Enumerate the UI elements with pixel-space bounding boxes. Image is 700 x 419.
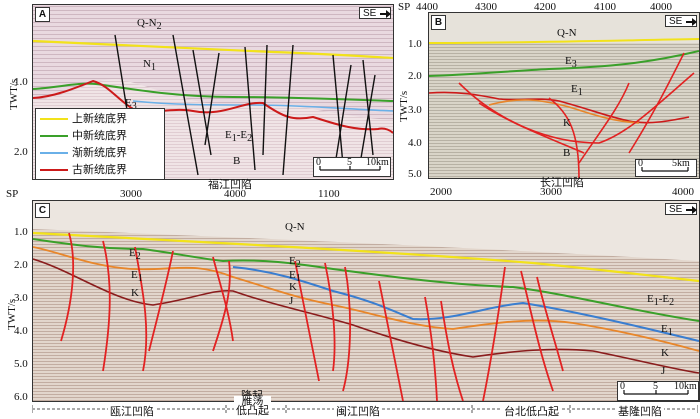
y-tick: 3.0 xyxy=(14,292,28,304)
unit-label: E1-E2 xyxy=(647,293,675,309)
panel-a-direction-text: SE xyxy=(363,8,377,19)
legend-item: 古新统底界 xyxy=(40,163,127,177)
unit-label: Q-N xyxy=(285,221,305,233)
panel-a-basin-name: 福江凹陷 xyxy=(208,179,252,191)
bottom-note: 隆起 xyxy=(241,387,263,401)
middle-boundary xyxy=(33,238,699,322)
legend-swatch xyxy=(40,118,68,121)
arrow-icon xyxy=(686,206,697,214)
sp-tick: 3000 xyxy=(540,186,562,198)
paleo-boundary xyxy=(33,258,699,374)
sp-tick: 4400 xyxy=(416,1,438,13)
unit-label: K xyxy=(289,281,297,293)
y-tick: 4.0 xyxy=(14,325,28,337)
sp-tick: 4000 xyxy=(224,188,246,200)
y-tick: 6.0 xyxy=(14,391,28,403)
sp-tick: 4000 xyxy=(672,186,694,198)
sp-tick: 4300 xyxy=(475,1,497,13)
panel-c-seismic-section xyxy=(33,201,699,401)
scale-bar: 0 5km xyxy=(635,158,697,177)
y-tick: 2.0 xyxy=(14,259,28,271)
panel-b-basin-name: 长江凹陷 xyxy=(540,177,584,189)
unit-label: B xyxy=(233,155,241,167)
panel-b-direction: SE xyxy=(665,15,697,27)
upper-boundary xyxy=(429,38,699,44)
panel-c-direction-text: SE xyxy=(669,204,683,215)
eo-boundary xyxy=(132,100,393,112)
eo-boundary xyxy=(488,99,640,124)
y-tick: 2.0 xyxy=(408,70,422,82)
unit-label: E1 xyxy=(131,269,143,285)
sp-tick: 4100 xyxy=(594,1,616,13)
unit-label: E3 xyxy=(565,55,577,71)
legend-swatch xyxy=(40,169,68,172)
panel-a-direction: SE xyxy=(359,7,391,19)
unit-label: B xyxy=(563,147,571,159)
panel-b-label: B xyxy=(431,15,446,30)
panel-b: B SE Q-N E3 E1 K B 0 5km xyxy=(428,12,700,179)
scale-bar: 0 5 10km xyxy=(617,381,699,401)
unit-label: E1 xyxy=(289,269,301,285)
legend-item: 渐新统底界 xyxy=(40,146,127,160)
unit-label: E1 xyxy=(571,83,583,99)
arrow-icon xyxy=(380,10,391,18)
segment-label: 台北低凸起 xyxy=(502,403,561,419)
legend: 上新统底界 中新统底界 渐新统底界 古新统底界 xyxy=(35,108,165,179)
y-tick: 5.0 xyxy=(408,168,422,180)
sp-label: SP xyxy=(398,1,411,13)
eo-boundary xyxy=(232,266,699,342)
unit-label: E1-E2 xyxy=(225,129,253,145)
upper-boundary xyxy=(33,39,393,60)
middle-boundary xyxy=(33,82,393,102)
legend-swatch xyxy=(40,152,68,155)
panel-a: A SE Q-N2 N1 E3 E1-E2 B 上新统底界 中新统底界 渐新统底… xyxy=(32,4,394,180)
middle-boundary xyxy=(429,50,699,77)
unit-label: Q-N xyxy=(557,27,577,39)
y-tick: 1.0 xyxy=(408,38,422,50)
unit-label: E1 xyxy=(661,323,673,339)
segment-label: 雁荡 低凸起 xyxy=(234,395,271,417)
scale-bar: 0 5 10km xyxy=(313,157,391,177)
orange-boundary xyxy=(33,246,699,352)
segment-label: 瓯江凹陷 xyxy=(108,403,156,419)
y-tick: 2.0 xyxy=(14,146,28,158)
segment-label: 闽江凹陷 xyxy=(334,403,382,419)
sp-tick: 3000 xyxy=(120,188,142,200)
y-tick: 1.0 xyxy=(14,76,28,88)
arrow-icon xyxy=(686,18,697,26)
unit-label: Q-N2 xyxy=(137,17,162,33)
legend-item: 上新统底界 xyxy=(40,112,127,126)
panel-b-seismic-section xyxy=(429,13,699,178)
y-tick: 4.0 xyxy=(408,137,422,149)
y-tick: 5.0 xyxy=(14,358,28,370)
sp-tick: 1100 xyxy=(318,188,340,200)
unit-label: E2 xyxy=(129,247,141,263)
paleo-boundary xyxy=(429,91,690,124)
sp-tick: 2000 xyxy=(430,186,452,198)
panel-c-label: C xyxy=(35,203,50,218)
sp-label: SP xyxy=(6,188,19,200)
unit-label: N1 xyxy=(143,58,156,74)
upper-boundary xyxy=(33,231,699,283)
unit-label: J xyxy=(661,365,666,377)
unit-label: K xyxy=(131,287,139,299)
sp-tick: 4000 xyxy=(650,1,672,13)
unit-label: K xyxy=(563,117,571,129)
legend-swatch xyxy=(40,135,68,138)
segment-label: 基隆凹陷 xyxy=(616,403,664,419)
legend-item: 中新统底界 xyxy=(40,129,127,143)
panel-a-label: A xyxy=(35,7,50,22)
unit-label: K xyxy=(661,347,669,359)
sp-tick: 4200 xyxy=(534,1,556,13)
y-tick: 3.0 xyxy=(408,104,422,116)
panel-b-direction-text: SE xyxy=(669,16,683,27)
panel-c-direction: SE xyxy=(665,203,697,215)
panel-c: C SE Q-N E2 E1 K E2 E1 K J E1-E2 E1 K J … xyxy=(32,200,700,402)
unit-label: E3 xyxy=(125,97,137,113)
unit-label: E2 xyxy=(289,255,301,271)
unit-label: J xyxy=(289,295,294,307)
y-tick: 1.0 xyxy=(14,226,28,238)
